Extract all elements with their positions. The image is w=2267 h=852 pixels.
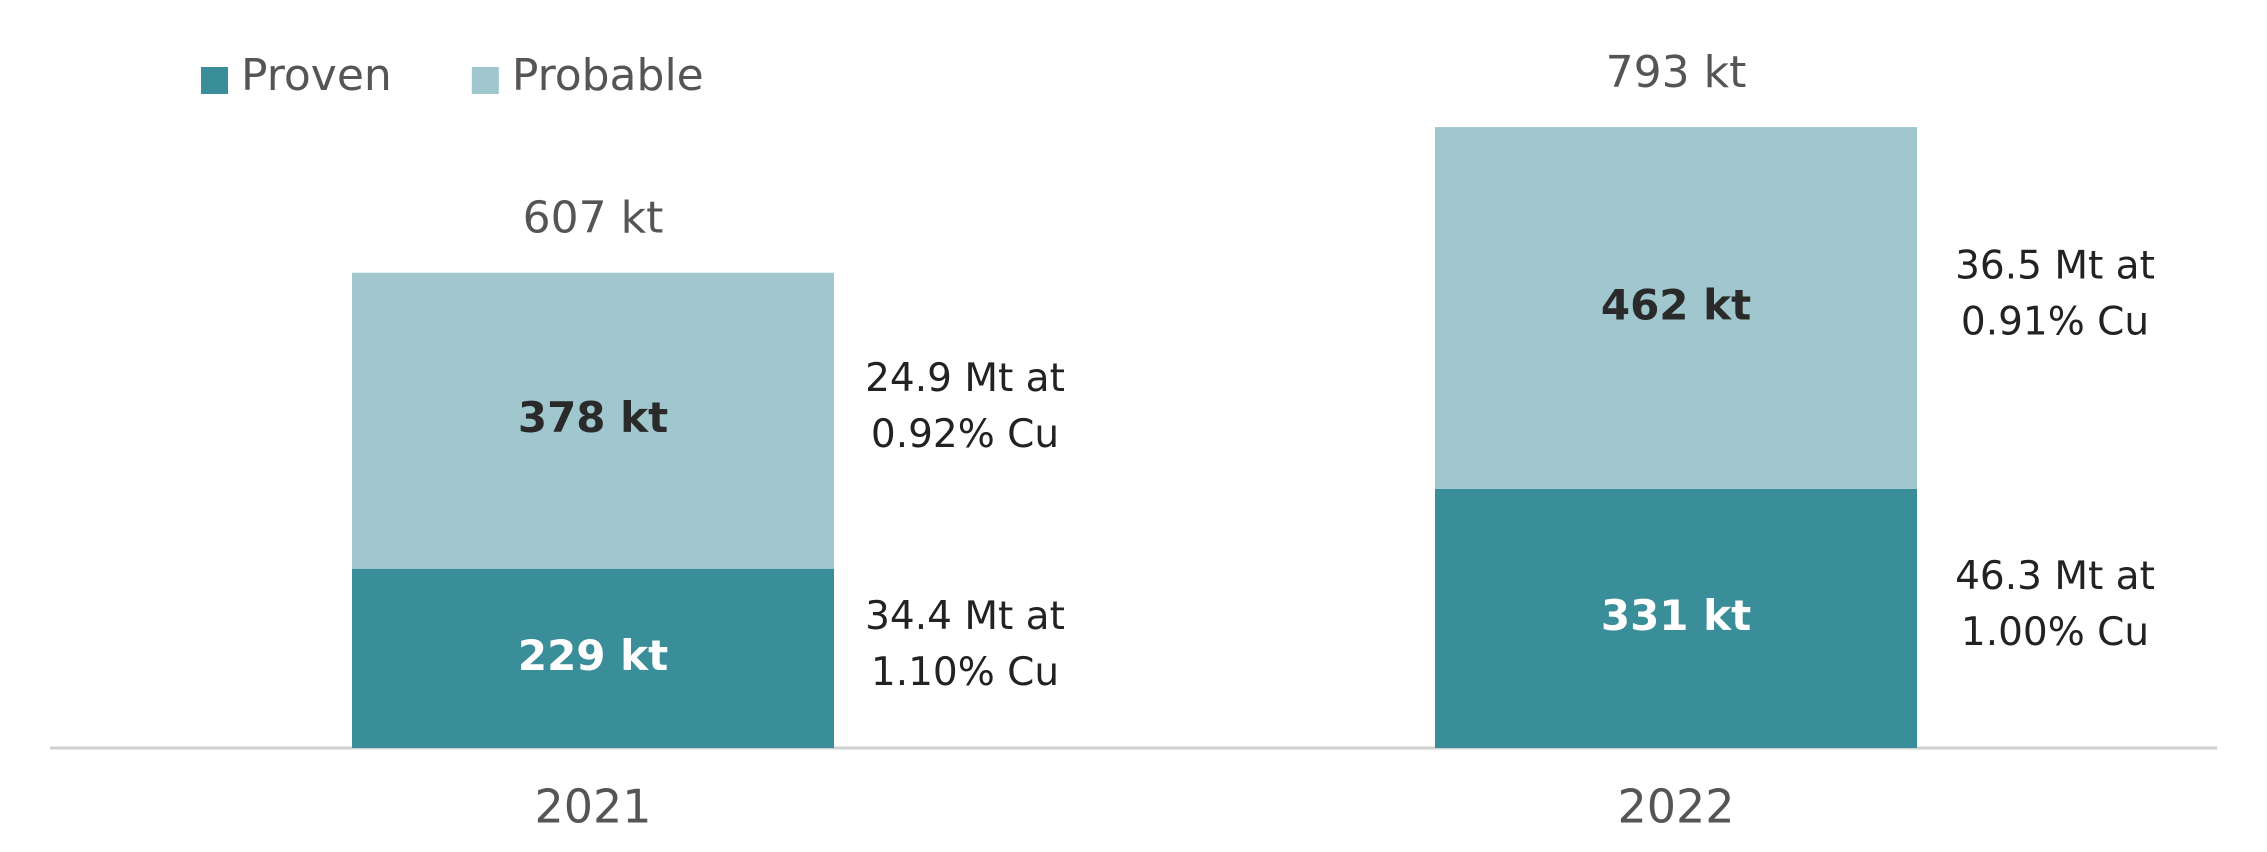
x-tick-label: 2022: [1617, 780, 1734, 834]
annotation: 46.3 Mt at: [1955, 554, 2155, 599]
legend-label: Proven: [241, 50, 392, 101]
bar-segment: [352, 568, 834, 748]
total-label: 607 kt: [523, 193, 664, 244]
legend-swatch: [471, 67, 499, 94]
value-label: 378 kt: [518, 393, 668, 442]
bar-segment: [1435, 488, 1917, 748]
value-label: 229 kt: [518, 631, 668, 680]
bar-segment: [1435, 127, 1917, 489]
legend-label: Probable: [512, 50, 704, 101]
annotation: 24.9 Mt at: [865, 356, 1065, 401]
value-label: 462 kt: [1601, 280, 1751, 329]
annotation: 0.92% Cu: [871, 412, 1059, 457]
annotation: 34.4 Mt at: [865, 594, 1065, 639]
annotation: 1.00% Cu: [1961, 610, 2149, 655]
annotation: 0.91% Cu: [1961, 299, 2149, 344]
annotation: 1.10% Cu: [871, 650, 1059, 695]
legend-swatch: [201, 67, 228, 94]
x-tick-label: 2021: [534, 780, 651, 834]
value-label: 331 kt: [1601, 591, 1751, 640]
total-label: 793 kt: [1606, 47, 1747, 98]
bar-segment: [352, 272, 834, 569]
annotation: 36.5 Mt at: [1955, 243, 2155, 288]
